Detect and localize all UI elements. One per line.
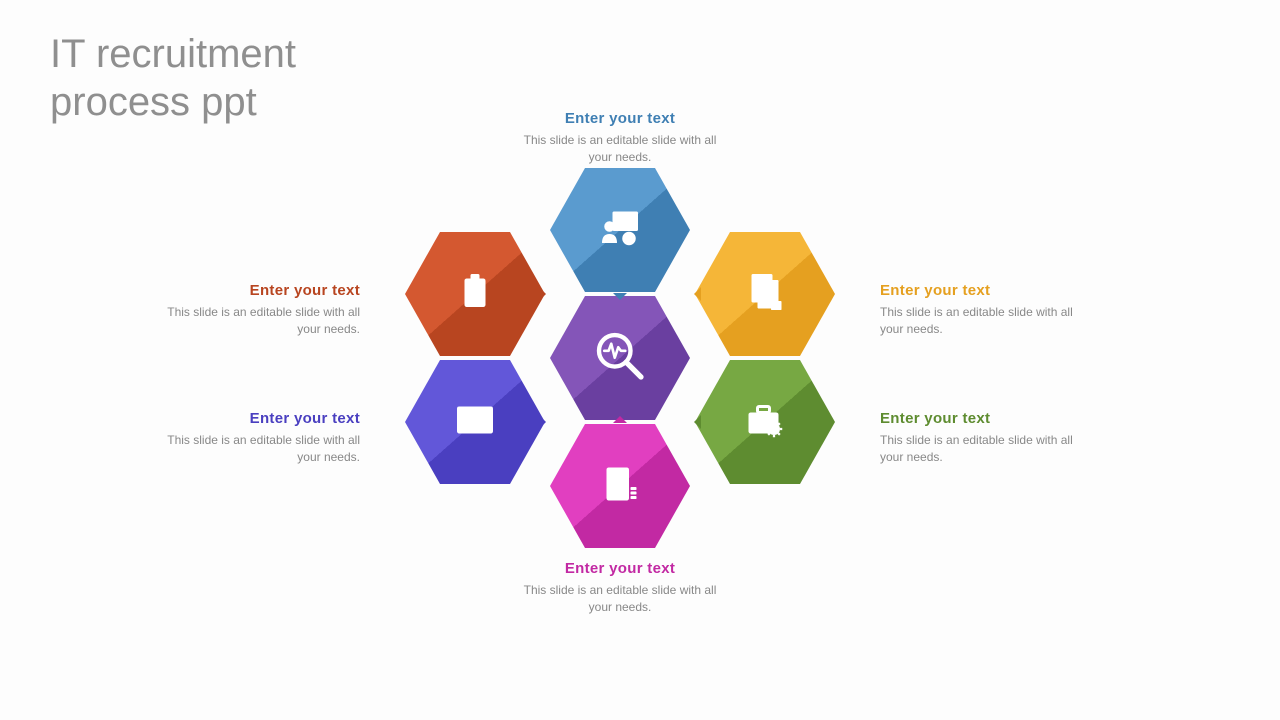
hex-top-left — [405, 232, 545, 356]
label-desc: This slide is an editable slide with all… — [520, 132, 720, 166]
pointer-arrow — [539, 415, 546, 429]
label-title: Enter your text — [880, 410, 1080, 427]
label-desc: This slide is an editable slide with all… — [880, 432, 1080, 466]
svg-text:$: $ — [626, 234, 632, 245]
label-title: Enter your text — [160, 410, 360, 427]
hex-top-right — [695, 232, 835, 356]
slide-title: IT recruitment process ppt — [50, 30, 296, 126]
pointer-arrow — [539, 287, 546, 301]
label-bottom-right: Enter your text This slide is an editable… — [880, 410, 1080, 466]
hex-bottom-left — [405, 360, 545, 484]
pointer-arrow — [694, 415, 701, 429]
hex-bottom — [550, 424, 690, 548]
pointer-arrow — [613, 416, 627, 423]
label-desc: This slide is an editable slide with all… — [160, 432, 360, 466]
documents-icon — [741, 268, 789, 321]
id-card-icon — [451, 396, 499, 449]
hex-bottom-right — [695, 360, 835, 484]
hex-center — [550, 296, 690, 420]
label-top: Enter your text This slide is an editable… — [520, 110, 720, 166]
label-desc: This slide is an editable slide with all… — [880, 304, 1080, 338]
label-top-right: Enter your text This slide is an editable… — [880, 282, 1080, 338]
contact-card-icon — [596, 460, 644, 513]
badge-icon — [451, 268, 499, 321]
label-top-left: Enter your text This slide is an editable… — [160, 282, 360, 338]
label-desc: This slide is an editable slide with all… — [160, 304, 360, 338]
pointer-arrow — [694, 287, 701, 301]
label-title: Enter your text — [520, 110, 720, 127]
label-bottom: Enter your text This slide is an editable… — [520, 560, 720, 616]
label-desc: This slide is an editable slide with all… — [520, 582, 720, 616]
briefcase-gear-icon — [741, 396, 789, 449]
label-title: Enter your text — [160, 282, 360, 299]
label-title: Enter your text — [880, 282, 1080, 299]
label-title: Enter your text — [520, 560, 720, 577]
person-money-icon: $ — [596, 204, 644, 257]
hex-top: $ — [550, 168, 690, 292]
magnify-pulse-icon — [592, 328, 648, 389]
label-bottom-left: Enter your text This slide is an editable… — [160, 410, 360, 466]
pointer-arrow — [613, 293, 627, 300]
